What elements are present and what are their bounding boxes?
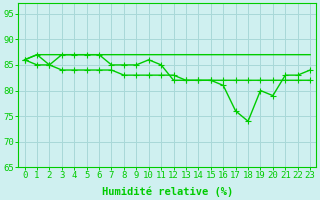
X-axis label: Humidité relative (%): Humidité relative (%): [102, 186, 233, 197]
